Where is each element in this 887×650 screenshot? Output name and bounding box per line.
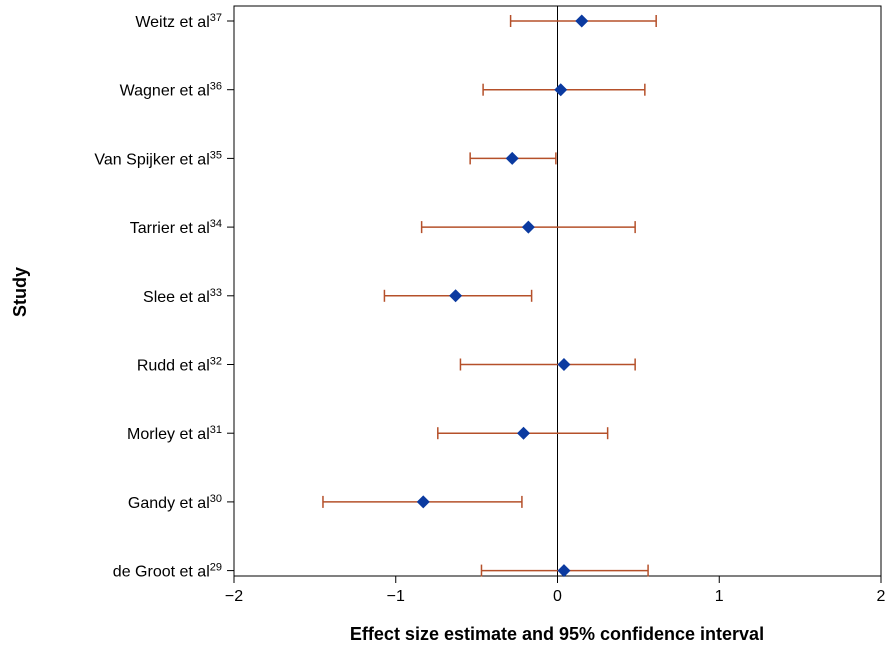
study-name: de Groot et al — [113, 564, 210, 581]
study-name: Slee et al — [143, 289, 210, 306]
study-label: Rudd et al32 — [137, 356, 222, 375]
estimate-point — [554, 83, 568, 97]
study-label: Wagner et al36 — [120, 81, 222, 100]
x-tick-label: 2 — [877, 588, 886, 605]
study-reference: 36 — [210, 81, 222, 93]
study-name: Rudd et al — [137, 358, 210, 375]
study-label: de Groot et al29 — [113, 562, 222, 581]
x-tick-label: 0 — [553, 588, 562, 605]
study-reference: 33 — [210, 287, 222, 299]
study-reference: 31 — [210, 424, 222, 436]
x-tick-label: 1 — [715, 588, 724, 605]
estimate-point — [521, 220, 535, 234]
study-label: Tarrier et al34 — [130, 218, 222, 237]
estimate-point — [449, 289, 463, 303]
confidence-intervals — [322, 15, 657, 577]
study-label: Weitz et al37 — [135, 12, 222, 31]
study-label: Van Spijker et al35 — [94, 149, 222, 168]
study-label: Morley et al31 — [127, 424, 222, 443]
study-reference: 32 — [210, 356, 222, 368]
study-name: Morley et al — [127, 426, 210, 443]
estimate-point — [575, 14, 589, 28]
study-reference: 34 — [210, 218, 222, 230]
x-tick-label: −2 — [225, 588, 243, 605]
study-reference: 30 — [210, 493, 222, 505]
study-label: Slee et al33 — [143, 287, 222, 306]
x-tick-labels: −2 −1 0 1 2 — [225, 588, 886, 605]
estimate-point — [505, 151, 519, 165]
study-name: Tarrier et al — [130, 220, 210, 237]
estimate-point — [557, 358, 571, 371]
study-name: Gandy et al — [128, 495, 210, 512]
study-reference: 29 — [210, 562, 222, 574]
x-axis-title: Effect size estimate and 95% confidence … — [350, 624, 764, 644]
study-name: Wagner et al — [120, 83, 210, 100]
y-axis-title: Study — [10, 267, 30, 317]
study-reference: 35 — [210, 149, 222, 161]
estimate-point — [517, 426, 531, 440]
study-reference: 37 — [210, 12, 222, 24]
x-axis-ticks — [233, 576, 882, 583]
study-labels: Weitz et al37 Wagner et al36 Van Spijker e… — [94, 12, 222, 581]
estimate-point — [416, 495, 430, 509]
estimate-point — [557, 564, 571, 578]
x-tick-label: −1 — [387, 588, 405, 605]
study-label: Gandy et al30 — [128, 493, 222, 512]
estimate-points — [416, 14, 589, 578]
y-axis-ticks — [227, 20, 234, 572]
study-name: Weitz et al — [135, 14, 209, 31]
study-name: Van Spijker et al — [94, 151, 209, 168]
